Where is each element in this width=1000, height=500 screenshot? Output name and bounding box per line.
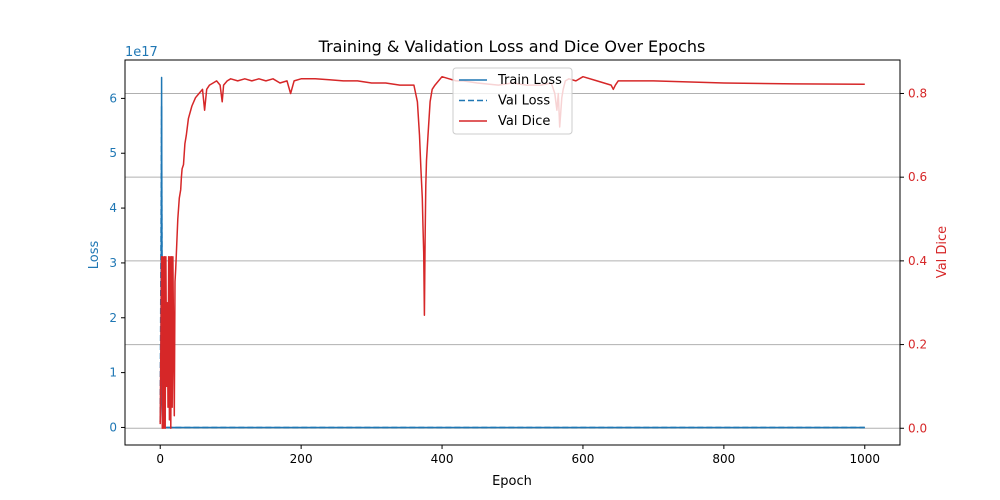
series-line-val-loss <box>159 105 865 429</box>
y-left-tick-label: 1 <box>109 366 117 380</box>
y-right-tick-label: 0.2 <box>908 338 927 352</box>
y-left-tick-label: 4 <box>109 201 117 215</box>
y-right-tick-label: 0.4 <box>908 254 927 268</box>
x-tick-label: 400 <box>431 452 454 466</box>
grid-layer <box>125 92 900 429</box>
legend-label: Train Loss <box>497 73 562 88</box>
y-right-tick-label: 0.8 <box>908 86 927 100</box>
legend-label: Val Loss <box>498 94 550 109</box>
y-left-tick-label: 0 <box>109 420 117 434</box>
y-axis-right-label: Val Dice <box>935 226 950 278</box>
y-right-tick-label: 0.0 <box>908 421 927 435</box>
y-left-tick-label: 6 <box>109 91 117 105</box>
y-left-tick-label: 3 <box>109 256 117 270</box>
y-left-tick-label: 2 <box>109 311 117 325</box>
y-left-tick-label: 5 <box>109 146 117 160</box>
x-axis-label: Epoch <box>492 474 532 489</box>
y-axis-left-offset: 1e17 <box>125 45 158 60</box>
chart-title: Training & Validation Loss and Dice Over… <box>318 37 706 56</box>
legend-box <box>452 67 573 135</box>
x-tick-label: 200 <box>290 452 313 466</box>
y-axis-left-label: Loss <box>87 241 102 270</box>
tick-layer: 0 200 400 600 800 1000 0 1 2 3 4 5 6 0.0 0.2 0.4 0.6 0.8 <box>109 86 927 466</box>
y-right-tick-label: 0.6 <box>908 170 927 184</box>
x-tick-label: 0 <box>156 452 164 466</box>
legend-label: Val Dice <box>498 114 550 129</box>
x-tick-label: 600 <box>572 452 595 466</box>
legend: Train Loss Val Loss Val Dice <box>452 67 573 135</box>
plot-frame <box>124 59 901 446</box>
x-tick-label: 800 <box>712 452 735 466</box>
x-tick-label: 1000 <box>849 452 880 466</box>
